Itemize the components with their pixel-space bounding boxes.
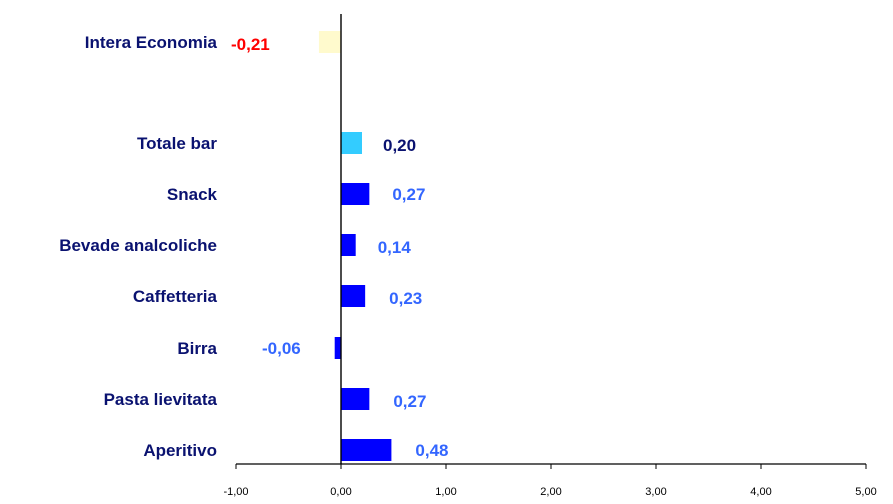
value-label: -0,21 xyxy=(231,35,270,54)
bar-7 xyxy=(341,439,392,461)
category-label: Caffetteria xyxy=(133,287,218,306)
category-label: Aperitivo xyxy=(143,441,217,460)
bars-group xyxy=(318,31,392,461)
x-tick-label: 3,00 xyxy=(645,486,666,498)
category-labels: Intera Economia Totale bar Snack Bevade ana… xyxy=(59,33,217,460)
bar-6 xyxy=(341,388,370,410)
x-tick-label: 4,00 xyxy=(750,486,771,498)
value-label: 0,27 xyxy=(392,185,425,204)
bar-2 xyxy=(341,183,370,205)
category-label: Snack xyxy=(167,185,218,204)
x-tick-label: -1,00 xyxy=(223,486,248,498)
x-tick-label: 0,00 xyxy=(330,486,351,498)
category-label: Birra xyxy=(177,339,217,358)
value-label: 0,48 xyxy=(415,441,448,460)
value-label: 0,20 xyxy=(383,136,416,155)
value-label: -0,06 xyxy=(262,339,301,358)
category-label: Totale bar xyxy=(137,134,217,153)
x-tick-label: 2,00 xyxy=(540,486,561,498)
category-label: Intera Economia xyxy=(85,33,218,52)
value-label: 0,14 xyxy=(378,238,412,257)
bar-5 xyxy=(334,337,341,359)
bar-3 xyxy=(341,234,356,256)
bar-1 xyxy=(341,132,362,154)
value-label: 0,23 xyxy=(389,289,422,308)
value-labels: -0,21 0,20 0,27 0,14 0,23 -0,06 0,27 0,48 xyxy=(231,35,448,460)
x-tick-label: 1,00 xyxy=(435,486,456,498)
axes: -1,00 0,00 1,00 2,00 3,00 4,00 5,00 xyxy=(223,14,877,498)
bar-0 xyxy=(318,31,341,53)
value-label: 0,27 xyxy=(393,392,426,411)
bar-4 xyxy=(341,285,366,307)
category-label: Pasta lievitata xyxy=(104,390,218,409)
x-tick-label: 5,00 xyxy=(855,486,876,498)
category-label: Bevade analcoliche xyxy=(59,236,217,255)
